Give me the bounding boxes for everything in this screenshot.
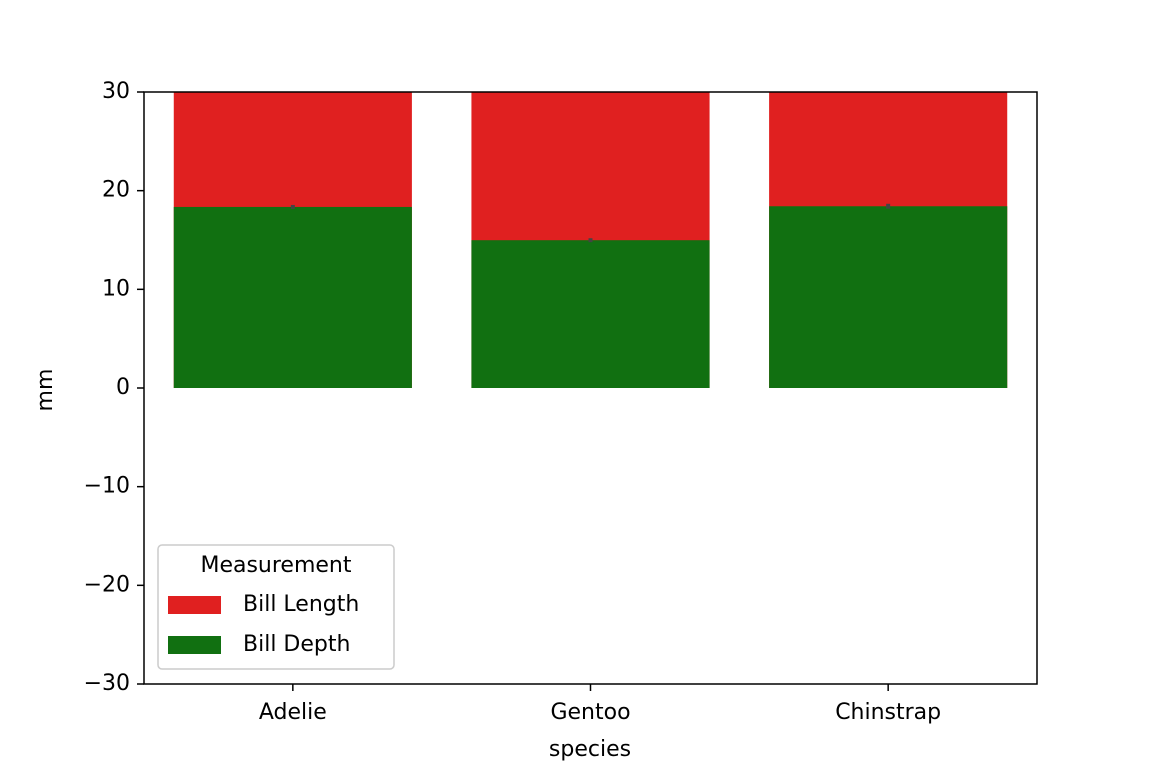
plot-area — [173, 92, 1008, 389]
y-tick-label: 10 — [102, 276, 130, 301]
y-tick-label: 0 — [116, 375, 130, 400]
legend-swatch — [168, 636, 221, 654]
bar — [769, 206, 1008, 388]
bar — [173, 206, 412, 388]
legend-label: Bill Depth — [243, 632, 350, 657]
axes-frame — [143, 91, 1038, 685]
y-tick-label: −20 — [84, 572, 130, 597]
legend-title: Measurement — [200, 553, 351, 578]
legend-label: Bill Length — [243, 592, 359, 617]
y-tick-label: −30 — [84, 671, 130, 696]
y-axis-label: mm — [33, 369, 58, 412]
legend-swatch — [168, 596, 221, 614]
y-tick-label: 30 — [102, 79, 130, 104]
x-tick-label: Gentoo — [550, 700, 630, 725]
y-tick-label: −10 — [84, 474, 130, 499]
y-tick-label: 20 — [102, 178, 130, 203]
x-tick-label: Adelie — [259, 700, 327, 725]
bar — [471, 240, 710, 388]
x-tick-label: Chinstrap — [835, 700, 941, 725]
x-axis-label: species — [549, 737, 631, 762]
